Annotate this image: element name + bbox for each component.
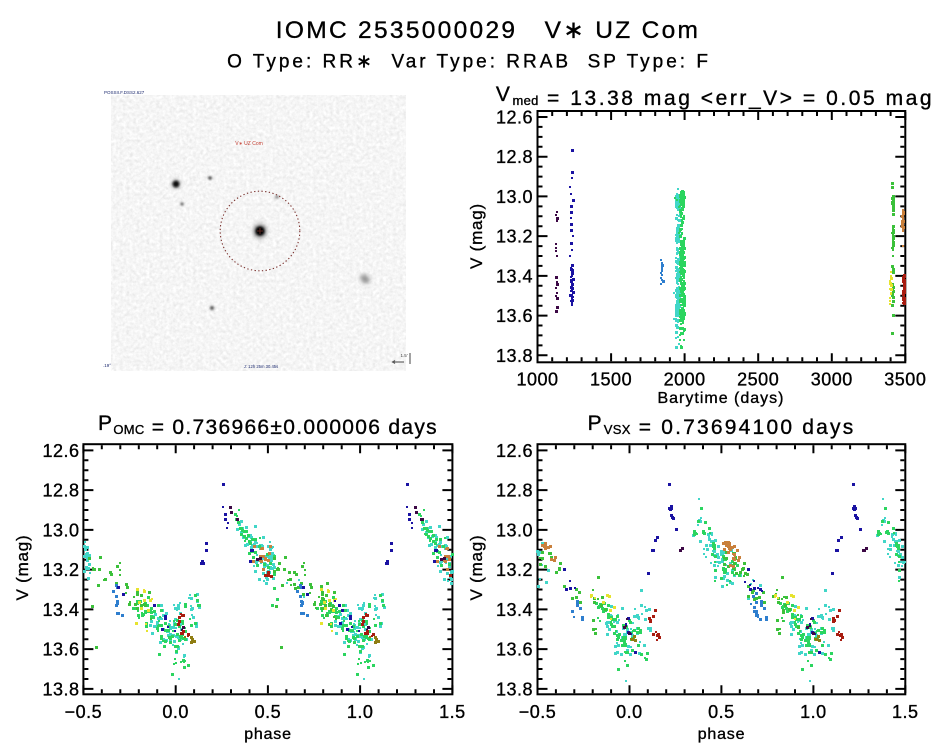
svg-text:0.0: 0.0 [616,702,643,722]
svg-text:13.8: 13.8 [42,679,79,699]
svg-text:12.6: 12.6 [496,441,533,461]
svg-text:2000: 2000 [664,370,706,390]
svg-text:13.0: 13.0 [496,520,533,540]
svg-text:13.6: 13.6 [496,640,533,660]
svg-text:13.8: 13.8 [496,679,533,699]
svg-text:13.2: 13.2 [496,227,533,247]
svg-text:−0.5: −0.5 [519,702,557,722]
svg-text:J: 12h 25m 30.45s: J: 12h 25m 30.45s [244,364,278,369]
svg-text:1.0: 1.0 [800,702,827,722]
svg-text:phase: phase [698,726,746,743]
svg-text:1500: 1500 [590,370,632,390]
svg-text:0.0: 0.0 [162,702,189,722]
svg-text:0.5: 0.5 [255,702,282,722]
svg-text:12.8: 12.8 [496,481,533,501]
svg-text:1.5: 1.5 [892,702,919,722]
svg-text:POSSII.F.DSS2.627: POSSII.F.DSS2.627 [104,90,145,95]
svg-text:1.5': 1.5' [400,353,407,358]
svg-text:0.5: 0.5 [708,702,735,722]
svg-text:12.8: 12.8 [496,147,533,167]
svg-text:V (mag): V (mag) [467,534,486,600]
svg-text:13.4: 13.4 [496,266,533,286]
svg-text:−0.5: −0.5 [65,702,103,722]
svg-text:12.6: 12.6 [496,108,533,128]
svg-text:phase: phase [244,726,292,743]
svg-text:13.6: 13.6 [42,640,79,660]
svg-text:1000: 1000 [516,370,558,390]
svg-text:12.8: 12.8 [42,481,79,501]
svg-text:13.0: 13.0 [496,187,533,207]
svg-text:V∗ UZ Com: V∗ UZ Com [235,141,263,147]
svg-text:O Type: RR∗ Var Type: RRAB S: O Type: RR∗ Var Type: RRAB SP Type: F [227,52,711,73]
svg-text:1.5: 1.5 [439,702,466,722]
svg-text:Barytime (days): Barytime (days) [657,390,784,407]
svg-text:12.6: 12.6 [42,441,79,461]
svg-text:13.8: 13.8 [496,346,533,366]
svg-text:13.6: 13.6 [496,306,533,326]
svg-text:V (mag): V (mag) [467,203,486,269]
svg-text:Vmed = 13.38 mag <err_V> = 0.0: Vmed = 13.38 mag <err_V> = 0.05 mag [496,83,934,110]
svg-text:13.2: 13.2 [42,560,79,580]
svg-text:V (mag): V (mag) [13,534,32,600]
svg-text:.19°: .19° [103,363,111,368]
svg-text:13.2: 13.2 [496,560,533,580]
svg-text:POMC = 0.736966±0.000006 days: POMC = 0.736966±0.000006 days [98,412,438,439]
svg-text:13.0: 13.0 [42,520,79,540]
svg-text:1.0: 1.0 [347,702,374,722]
svg-text:IOMC 2535000029 V∗ UZ Com: IOMC 2535000029 V∗ UZ Com [276,17,700,44]
svg-text:2500: 2500 [737,370,779,390]
svg-text:13.4: 13.4 [496,600,533,620]
svg-text:3000: 3000 [811,370,853,390]
svg-text:3500: 3500 [884,370,926,390]
svg-text:PVSX = 0.73694100 days: PVSX = 0.73694100 days [588,412,856,439]
svg-text:13.4: 13.4 [42,600,79,620]
